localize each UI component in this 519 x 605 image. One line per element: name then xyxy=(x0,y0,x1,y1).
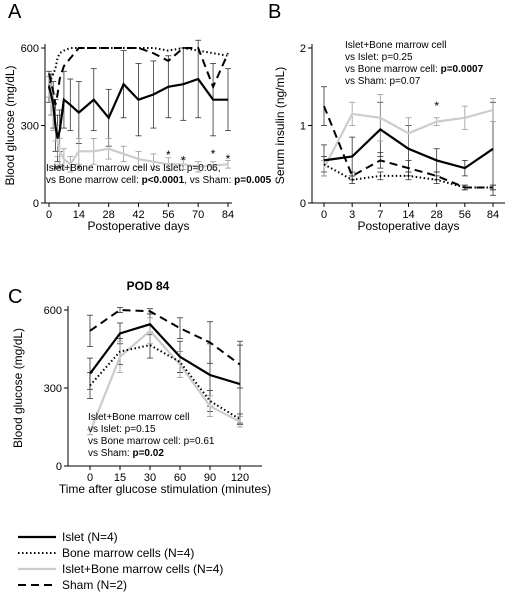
stats-run: vs Bone marrow cell: xyxy=(46,175,142,186)
stats-text: Islet+Bone marrow cell xyxy=(345,40,446,51)
legend-label: Islet (N=4) xyxy=(62,530,118,544)
significance-marker: * xyxy=(166,148,171,162)
stats-run: p<0.0001 xyxy=(142,175,185,186)
stats-run: p=0.0007 xyxy=(441,64,484,75)
stats-run: vs Bone marrow cell: xyxy=(345,64,441,75)
y-tick-label: 0 xyxy=(33,198,39,210)
y-axis-label: Serum insulin (ng/mL) xyxy=(273,67,287,184)
stats-run: vs Sham: p=0.07 xyxy=(345,76,421,87)
series-line xyxy=(323,105,493,189)
x-tick-label: 15 xyxy=(114,472,126,484)
y-tick-label: 2 xyxy=(300,43,306,55)
series-line xyxy=(89,308,241,366)
series-line xyxy=(323,108,494,169)
x-tick-label: 3 xyxy=(349,209,355,221)
series-line xyxy=(47,77,228,139)
stats-text: vs Sham: p=0.02 xyxy=(88,448,164,459)
stats-run: vs Islet: p=0.25 xyxy=(345,52,413,63)
series-line xyxy=(89,344,241,421)
x-tick-label: 70 xyxy=(192,209,204,221)
stats-text: vs Bone marrow cell: p=0.0007 xyxy=(345,64,484,75)
series-line xyxy=(48,46,229,88)
series-line xyxy=(89,323,241,386)
stats-text: vs Bone marrow cell: p<0.0001, vs Sham: … xyxy=(46,175,272,186)
panel-label: A xyxy=(8,1,22,23)
significance-marker: * xyxy=(181,153,186,167)
y-axis-label: Blood glucose (mg/dL) xyxy=(3,65,17,185)
significance-marker: * xyxy=(211,147,216,161)
stats-run: Islet+Bone marrow cell xyxy=(88,412,189,423)
x-tick-label: 30 xyxy=(144,472,156,484)
x-tick-label: 84 xyxy=(222,209,234,221)
x-tick-label: 56 xyxy=(459,209,471,221)
significance-marker: * xyxy=(434,99,439,113)
stats-text: vs Sham: p=0.07 xyxy=(345,76,421,87)
x-tick-label: 90 xyxy=(204,472,216,484)
y-tick-label: 600 xyxy=(21,43,39,55)
x-tick-label: 28 xyxy=(431,209,443,221)
stats-run: Islet+Bone marrow cell vs Islet: p=0.06, xyxy=(46,163,221,174)
significance-marker: * xyxy=(226,152,231,166)
stats-run: p=0.005 xyxy=(234,175,271,186)
x-tick-label: 28 xyxy=(103,209,115,221)
significance-marker: ** xyxy=(53,162,63,176)
x-tick-label: 120 xyxy=(231,472,249,484)
stats-text: vs Islet: p=0.15 xyxy=(88,424,156,435)
panel-label: B xyxy=(268,1,281,23)
legend-label: Sham (N=2) xyxy=(62,578,127,592)
x-axis-label: Time after glucose stimulation (minutes) xyxy=(59,482,271,496)
y-tick-label: 1 xyxy=(300,121,306,133)
x-tick-label: 60 xyxy=(174,472,186,484)
series-line xyxy=(323,127,494,170)
x-tick-label: 0 xyxy=(46,209,52,221)
x-axis-label: Postoperative days xyxy=(87,219,189,233)
x-tick-label: 7 xyxy=(377,209,383,221)
series-line xyxy=(48,47,229,105)
y-tick-label: 300 xyxy=(44,383,62,395)
x-tick-label: 0 xyxy=(321,209,327,221)
y-axis-label: Blood glucose (mg/dL) xyxy=(11,328,25,448)
legend-label: Bone marrow cells (N=4) xyxy=(62,546,194,560)
x-axis-label: Postoperative days xyxy=(357,219,459,233)
significance-marker: * xyxy=(76,162,81,176)
x-tick-label: 42 xyxy=(132,209,144,221)
y-tick-label: 0 xyxy=(56,461,62,473)
stats-text: Islet+Bone marrow cell xyxy=(88,412,189,423)
error-bar xyxy=(177,317,183,340)
stats-text: Islet+Bone marrow cell vs Islet: p=0.06, xyxy=(46,163,221,174)
y-tick-label: 600 xyxy=(44,305,62,317)
stats-run: , vs Sham: xyxy=(184,175,234,186)
stats-run: Islet+Bone marrow cell xyxy=(345,40,446,51)
stats-run: p=0.02 xyxy=(132,448,164,459)
x-tick-label: 14 xyxy=(402,209,414,221)
chart-title: POD 84 xyxy=(127,279,170,293)
series-line xyxy=(88,329,241,433)
x-tick-label: 84 xyxy=(487,209,499,221)
error-bar xyxy=(225,159,231,169)
stats-run: vs Islet: p=0.15 xyxy=(88,424,156,435)
stats-text: vs Islet: p=0.25 xyxy=(345,52,413,63)
x-tick-label: 14 xyxy=(73,209,85,221)
stats-run: vs Bone marrow cell: p=0.61 xyxy=(88,436,215,447)
y-tick-label: 0 xyxy=(300,198,306,210)
stats-text: vs Bone marrow cell: p=0.61 xyxy=(88,436,215,447)
x-tick-label: 56 xyxy=(162,209,174,221)
stats-run: vs Sham: xyxy=(88,448,132,459)
x-tick-label: 0 xyxy=(87,472,93,484)
series-line xyxy=(323,163,493,189)
legend-label: Islet+Bone marrow cells (N=4) xyxy=(62,562,223,576)
y-tick-label: 300 xyxy=(21,121,39,133)
panel-label: C xyxy=(8,286,22,308)
